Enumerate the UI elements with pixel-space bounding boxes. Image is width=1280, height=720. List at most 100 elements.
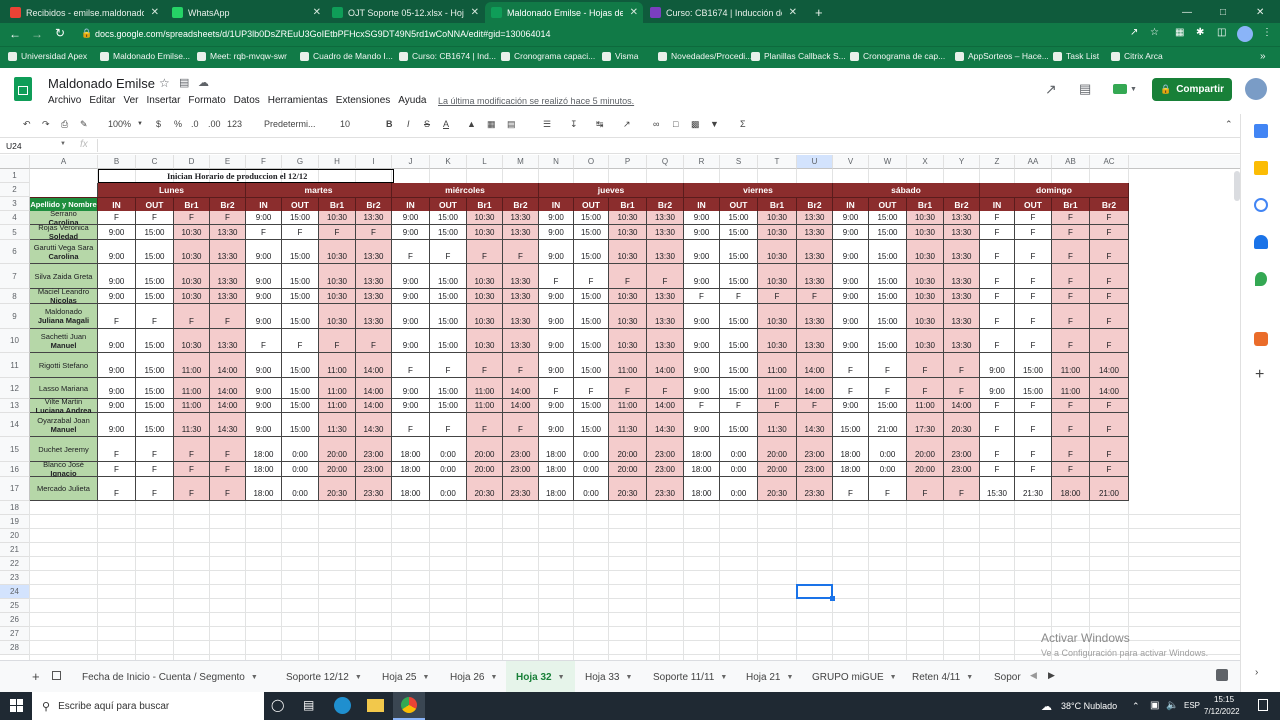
- column-header-X[interactable]: X: [907, 155, 944, 169]
- schedule-cell[interactable]: 9:00: [833, 289, 869, 304]
- increase-decimal-button[interactable]: .00: [208, 119, 221, 129]
- schedule-cell[interactable]: 15:00: [282, 399, 319, 413]
- sheet-tab[interactable]: Hoja 25 ▼: [372, 661, 439, 693]
- weather-text[interactable]: 38°C Nublado: [1061, 701, 1118, 711]
- schedule-cell[interactable]: 23:30: [503, 477, 539, 501]
- schedule-cell[interactable]: 11:00: [609, 353, 647, 378]
- bookmark-item[interactable]: Planillas Callback S...: [751, 51, 846, 61]
- schedule-cell[interactable]: F: [1052, 289, 1090, 304]
- column-header-J[interactable]: J: [392, 155, 430, 169]
- schedule-cell[interactable]: 15:00: [574, 289, 609, 304]
- schedule-cell[interactable]: F: [282, 329, 319, 353]
- schedule-cell[interactable]: F: [210, 462, 246, 477]
- bookmark-item[interactable]: Citrix Arca: [1111, 51, 1163, 61]
- schedule-cell[interactable]: F: [1015, 437, 1052, 462]
- schedule-cell[interactable]: 10:30: [758, 225, 797, 240]
- schedule-cell[interactable]: F: [136, 304, 174, 329]
- schedule-cell[interactable]: 15:00: [136, 225, 174, 240]
- schedule-cell[interactable]: 10:30: [907, 304, 944, 329]
- close-window-icon[interactable]: ✕: [1256, 7, 1265, 18]
- schedule-cell[interactable]: 15:00: [869, 264, 907, 289]
- row-header-26[interactable]: 26: [0, 613, 30, 627]
- schedule-cell[interactable]: 9:00: [980, 353, 1015, 378]
- schedule-cell[interactable]: 18:00: [684, 477, 720, 501]
- schedule-cell[interactable]: 11:30: [174, 413, 210, 437]
- activity-icon[interactable]: ↗: [1045, 81, 1057, 97]
- sheet-tab[interactable]: Hoja 33 ▼: [575, 661, 642, 693]
- schedule-cell[interactable]: F: [1090, 329, 1129, 353]
- schedule-cell[interactable]: 10:30: [609, 240, 647, 264]
- schedule-cell[interactable]: F: [174, 304, 210, 329]
- schedule-cell[interactable]: 9:00: [98, 378, 136, 399]
- schedule-cell[interactable]: F: [98, 211, 136, 225]
- schedule-cell[interactable]: 13:30: [356, 289, 392, 304]
- schedule-cell[interactable]: 0:00: [720, 477, 758, 501]
- chart-icon[interactable]: ▩: [691, 119, 700, 129]
- schedule-cell[interactable]: F: [1090, 437, 1129, 462]
- schedule-cell[interactable]: 13:30: [647, 240, 684, 264]
- schedule-cell[interactable]: 14:30: [356, 413, 392, 437]
- schedule-cell[interactable]: 9:00: [246, 304, 282, 329]
- schedule-cell[interactable]: 9:00: [392, 329, 430, 353]
- schedule-cell[interactable]: 13:30: [503, 289, 539, 304]
- column-header-U[interactable]: U: [797, 155, 833, 169]
- bookmark-item[interactable]: Maldonado Emilse...: [100, 51, 190, 61]
- schedule-cell[interactable]: 9:00: [539, 304, 574, 329]
- share-button[interactable]: 🔒 Compartir: [1152, 78, 1232, 101]
- schedule-cell[interactable]: 13:30: [210, 240, 246, 264]
- schedule-cell[interactable]: 15:00: [574, 304, 609, 329]
- schedule-cell[interactable]: 9:00: [98, 329, 136, 353]
- more-bookmarks-icon[interactable]: »: [1260, 51, 1266, 62]
- bold-button[interactable]: B: [386, 119, 393, 129]
- schedule-cell[interactable]: 13:30: [944, 211, 980, 225]
- schedule-cell[interactable]: 15:00: [136, 329, 174, 353]
- collapse-toolbar-icon[interactable]: ⌃: [1225, 119, 1233, 129]
- schedule-cell[interactable]: 13:30: [647, 329, 684, 353]
- schedule-cell[interactable]: F: [1015, 225, 1052, 240]
- italic-button[interactable]: I: [407, 119, 410, 129]
- schedule-cell[interactable]: 9:00: [98, 413, 136, 437]
- schedule-cell[interactable]: 10:30: [907, 329, 944, 353]
- schedule-cell[interactable]: F: [758, 399, 797, 413]
- row-header-28[interactable]: 28: [0, 641, 30, 655]
- schedule-cell[interactable]: 9:00: [98, 353, 136, 378]
- schedule-cell[interactable]: 15:00: [136, 264, 174, 289]
- person-name-cell[interactable]: Maciel Leandro Nicolas: [30, 287, 98, 305]
- schedule-cell[interactable]: 9:00: [684, 378, 720, 399]
- schedule-cell[interactable]: 9:00: [392, 378, 430, 399]
- row-header-1[interactable]: 1: [0, 169, 30, 183]
- schedule-cell[interactable]: 13:30: [797, 211, 833, 225]
- schedule-cell[interactable]: 11:30: [758, 413, 797, 437]
- schedule-cell[interactable]: 18:00: [392, 477, 430, 501]
- person-name-cell[interactable]: Rigotti Stefano: [30, 353, 98, 378]
- spreadsheet-grid[interactable]: A B C D E F G H I J K L M N O P Q R S T U V W X Y Z AA AB AC 1 2 3 4 5 6 7 8…: [0, 155, 1240, 660]
- person-name-cell[interactable]: Mercado Julieta: [30, 477, 98, 501]
- schedule-cell[interactable]: 23:00: [356, 437, 392, 462]
- align-horizontal-icon[interactable]: ☰: [543, 119, 552, 129]
- schedule-cell[interactable]: F: [392, 413, 430, 437]
- schedule-cell[interactable]: 9:00: [98, 399, 136, 413]
- schedule-cell[interactable]: 15:00: [430, 304, 467, 329]
- last-edit-link[interactable]: La última modificación se realizó hace 5…: [438, 96, 635, 106]
- schedule-cell[interactable]: 15:00: [869, 304, 907, 329]
- schedule-cell[interactable]: 10:30: [907, 211, 944, 225]
- schedule-cell[interactable]: 9:00: [98, 289, 136, 304]
- schedule-cell[interactable]: F: [944, 378, 980, 399]
- scroll-right-icon[interactable]: ▶: [1048, 670, 1055, 680]
- schedule-cell[interactable]: 14:00: [647, 353, 684, 378]
- schedule-cell[interactable]: F: [392, 353, 430, 378]
- schedule-cell[interactable]: 13:30: [944, 289, 980, 304]
- borders-icon[interactable]: ▦: [487, 119, 496, 129]
- schedule-cell[interactable]: 20:30: [467, 477, 503, 501]
- schedule-cell[interactable]: 10:30: [319, 240, 356, 264]
- schedule-cell[interactable]: 21:00: [1090, 477, 1129, 501]
- schedule-cell[interactable]: F: [356, 225, 392, 240]
- clock-time[interactable]: 15:15: [1214, 695, 1235, 704]
- schedule-cell[interactable]: 10:30: [609, 211, 647, 225]
- close-icon[interactable]: ✕: [788, 7, 797, 18]
- schedule-cell[interactable]: 9:00: [98, 264, 136, 289]
- formula-input[interactable]: [102, 139, 1222, 153]
- zoom-select[interactable]: 100%: [108, 119, 132, 129]
- schedule-cell[interactable]: F: [980, 211, 1015, 225]
- schedule-cell[interactable]: 9:00: [684, 225, 720, 240]
